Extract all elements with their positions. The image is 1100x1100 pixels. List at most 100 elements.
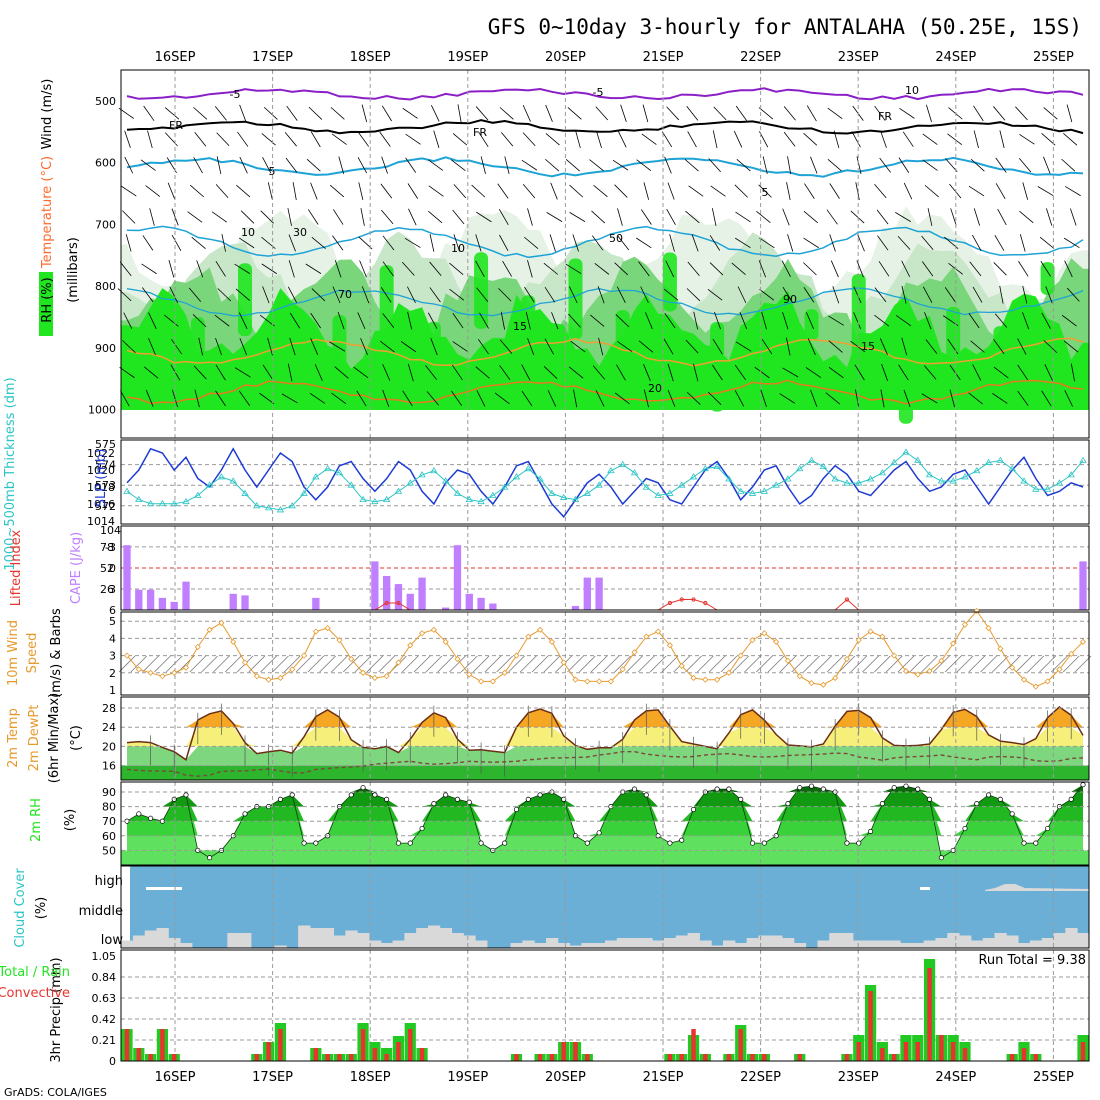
chart-title: GFS 0~10day 3-hourly for ANTALAHA (50.25… (488, 15, 1082, 39)
axis-title: (%) (34, 897, 49, 920)
wind-barb (711, 208, 717, 226)
thickness-point (583, 489, 592, 496)
rh-point (1009, 811, 1015, 817)
footer-credit: GrADS: COLA/IGES (4, 1086, 107, 1099)
wind-barb (381, 105, 392, 122)
wind-barb (402, 390, 413, 407)
lifted-tick: 6 (109, 604, 116, 617)
wind10-point (584, 678, 591, 685)
low-cloud-bar (711, 945, 724, 948)
wind-barb (853, 312, 861, 330)
rh-band-base (121, 850, 1089, 865)
wind-barb-10m (850, 655, 868, 673)
thickness-point (371, 497, 379, 505)
wind-barb-10m (803, 655, 820, 673)
thickness-point (630, 469, 639, 476)
wind-barb (783, 131, 796, 147)
panel-frame (120, 696, 1090, 781)
wind-barb-10m (897, 655, 915, 673)
rh-point (856, 840, 862, 846)
thickness-point (866, 475, 875, 482)
wind-barb (827, 107, 843, 119)
wind-barb (853, 286, 862, 304)
wind-barb (856, 156, 862, 175)
wind-barb (945, 158, 958, 173)
wind-barb (638, 261, 650, 277)
wind-barb (426, 391, 439, 406)
wind-barb (504, 156, 510, 175)
wind-barb (876, 209, 889, 225)
wind10-point (879, 633, 886, 640)
wind-barb-10m (130, 655, 148, 673)
precip-conv-bar (171, 1054, 177, 1061)
wind-barb (855, 182, 860, 200)
low-cloud-bar (463, 935, 476, 948)
contour-label: 70 (338, 288, 352, 301)
wind-barb (479, 312, 489, 329)
wind-barb-10m (638, 655, 655, 673)
contour-label: 10 (905, 84, 919, 97)
wind10-point (1044, 678, 1051, 685)
contour-label: 10 (241, 226, 255, 239)
wind-barb (1043, 340, 1058, 354)
wind-barb (874, 183, 887, 199)
date-label-top: 21SEP (643, 50, 684, 65)
low-cloud-bar (298, 925, 311, 948)
wind-barb-10m (484, 655, 502, 673)
thickness-point (1067, 471, 1075, 478)
wind-barb (215, 260, 226, 277)
wind-barb (684, 158, 699, 172)
wind-barb (830, 260, 839, 278)
wind-barb (617, 208, 623, 226)
wind-barb (193, 107, 208, 120)
wind-barb-10m (224, 655, 242, 673)
wind-barb (614, 184, 628, 198)
slp-tick: 1014 (87, 515, 115, 528)
thickness-point (831, 475, 839, 482)
rh-point (986, 792, 992, 798)
wind10-point (454, 655, 461, 663)
wind-barb (786, 182, 791, 200)
low-cloud-bar (380, 943, 394, 948)
wind-barb (239, 156, 248, 174)
wind-barb (737, 286, 747, 304)
wind-barb (171, 234, 182, 251)
precip-conv-bar (337, 1054, 342, 1061)
low-cloud-bar (416, 928, 429, 948)
wind-barb (311, 236, 326, 249)
wind-barb (306, 158, 321, 172)
rh-point (1045, 825, 1051, 832)
wind10-point (525, 633, 532, 640)
wind-barb-10m (437, 655, 454, 673)
wind-barb (457, 104, 462, 123)
contour-label: 15 (861, 340, 875, 353)
thickness-point (796, 464, 804, 472)
wind10-point (1068, 650, 1075, 657)
wind-barb (786, 337, 791, 356)
precip-conv-bar (738, 1029, 743, 1061)
wind-barb (527, 208, 533, 226)
wind-barb-10m (697, 655, 714, 673)
wind-barb (895, 212, 911, 222)
thickness-point (595, 481, 603, 488)
panel-temperature: 28 24 20 16 2m Temp 2m DewPt (6hr Min/Max) (°C) (6, 693, 1090, 783)
wind-barb (501, 132, 514, 147)
low-cloud-bar (723, 940, 736, 948)
wind-barb (804, 183, 815, 199)
wind-barb (285, 157, 298, 173)
wind-barb (287, 286, 298, 303)
wind-tick: 2 (109, 667, 116, 680)
bottom-date-labels: 16SEP 17SEP 18SEP 19SEP 20SEP 21SEP 22SEP 23SEP… (155, 1070, 1074, 1085)
precip-conv-bar (384, 1054, 389, 1061)
cape-bar (135, 589, 143, 610)
rh-point (749, 840, 756, 846)
low-cloud-bar (734, 943, 748, 948)
rh-cell (851, 274, 866, 367)
wind-barb (569, 286, 578, 304)
wind-barb (382, 261, 394, 277)
rh-point (419, 825, 425, 832)
wind-barb (329, 184, 345, 198)
precip-conv-bar (148, 1054, 153, 1061)
wind-barb (691, 234, 699, 252)
thickness-point (335, 469, 344, 476)
